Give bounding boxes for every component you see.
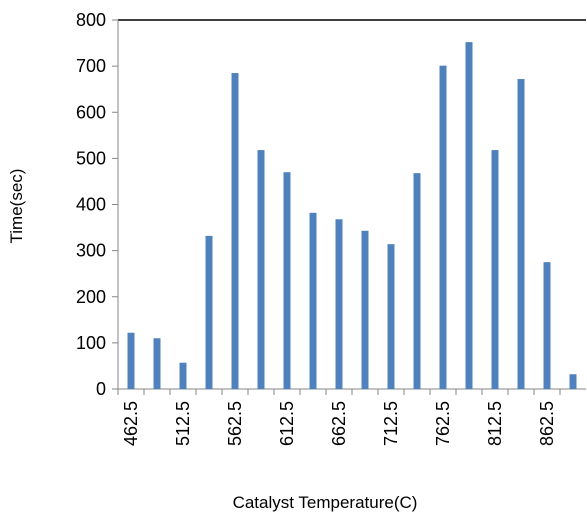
bar <box>361 230 369 389</box>
y-tick-label: 0 <box>96 379 106 399</box>
bar <box>413 173 421 389</box>
y-tick-label: 100 <box>76 333 106 353</box>
y-tick-label: 600 <box>76 102 106 122</box>
y-axis-title: Time(sec) <box>7 169 26 244</box>
bar <box>491 150 499 389</box>
y-tick-label: 400 <box>76 195 106 215</box>
bar <box>257 150 265 389</box>
y-tick-label: 700 <box>76 56 106 76</box>
x-tick-label: 612.5 <box>277 401 297 446</box>
bar <box>439 65 447 389</box>
bar <box>335 219 343 389</box>
bar <box>465 42 473 389</box>
y-tick-label: 200 <box>76 287 106 307</box>
bar <box>283 172 291 389</box>
bar <box>569 374 577 389</box>
x-axis-title: Catalyst Temperature(C) <box>233 493 418 512</box>
bar <box>127 332 135 389</box>
x-tick-label: 662.5 <box>329 401 349 446</box>
y-axis-ticks: 0 100 200 300 400 500 600 700 800 <box>76 10 118 399</box>
x-tick-label: 462.5 <box>121 401 141 446</box>
y-tick-label: 500 <box>76 148 106 168</box>
bar <box>205 235 213 389</box>
bar <box>179 362 187 389</box>
x-tick-label: 712.5 <box>381 401 401 446</box>
bar <box>543 262 551 389</box>
bar <box>387 244 395 389</box>
y-tick-label: 300 <box>76 241 106 261</box>
bar <box>309 212 317 389</box>
y-tick-label: 800 <box>76 10 106 30</box>
x-axis-ticks: 462.5 512.5 562.5 612.5 662.5 712.5 762.5 812.5… <box>117 389 561 446</box>
x-tick-label: 512.5 <box>173 401 193 446</box>
bar <box>231 73 239 389</box>
x-tick-label: 562.5 <box>225 401 245 446</box>
bar <box>153 338 161 389</box>
x-tick-label: 812.5 <box>485 401 505 446</box>
x-tick-label: 762.5 <box>433 401 453 446</box>
plot-frame <box>117 19 586 390</box>
x-tick-label: 862.5 <box>537 401 557 446</box>
bar <box>517 79 525 389</box>
bars <box>127 42 577 389</box>
